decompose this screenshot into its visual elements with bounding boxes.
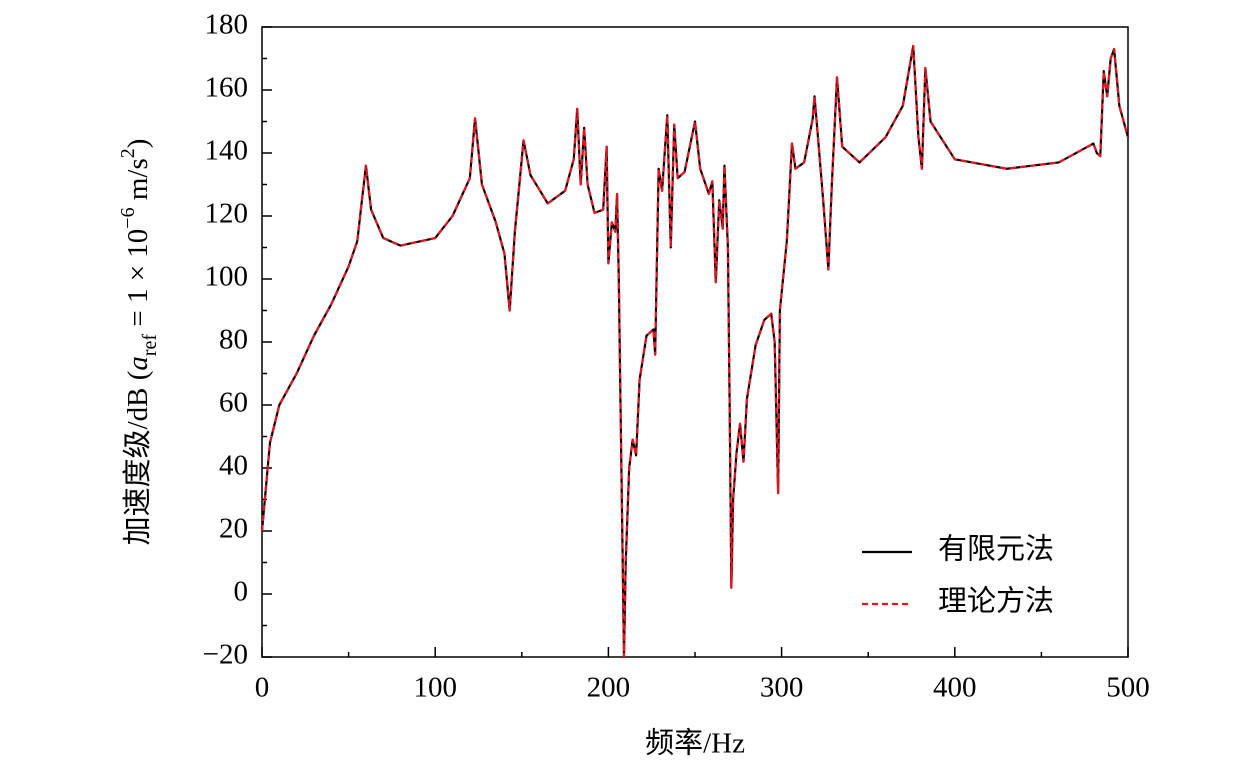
x-tick-label: 500 [1106, 672, 1150, 704]
y-axis-label-part: −6 [117, 207, 139, 228]
y-axis-label: 加速度级/dB (aref = 1 × 10−6 m/s2) [117, 139, 161, 546]
y-axis-label-part: = 1 × 10 [122, 229, 154, 334]
x-tick-label: 0 [255, 672, 270, 704]
x-tick-label: 300 [760, 672, 804, 704]
y-tick-label: 0 [234, 576, 249, 608]
legend-label: 有限元法 [938, 533, 1054, 566]
y-axis-label-part: m/s [122, 158, 154, 207]
x-tick-label: 200 [587, 672, 631, 704]
y-tick-label: 40 [219, 450, 248, 482]
y-tick-label: 180 [205, 9, 249, 41]
series-line [260, 44, 1130, 659]
x-axis-label: 频率/Hz [645, 727, 745, 760]
y-tick-label: 60 [219, 387, 248, 419]
y-tick-label: 140 [205, 135, 249, 167]
y-tick-label: 100 [205, 261, 249, 293]
y-axis-label-part: ) [122, 139, 154, 149]
legend-label: 理论方法 [938, 585, 1054, 618]
y-tick-label: 20 [219, 513, 248, 545]
y-axis-label-part: 加速度级/dB ( [121, 371, 154, 546]
x-tick-label: 400 [933, 672, 977, 704]
y-axis-label-part: a [122, 356, 154, 371]
y-tick-label: −20 [203, 639, 248, 671]
y-axis-label-part: ref [139, 334, 161, 357]
y-tick-label: 80 [219, 324, 248, 356]
y-tick-label: 120 [205, 198, 249, 230]
y-axis-label-part: 2 [117, 148, 139, 158]
x-tick-label: 100 [413, 672, 457, 704]
y-tick-label: 160 [205, 72, 249, 104]
